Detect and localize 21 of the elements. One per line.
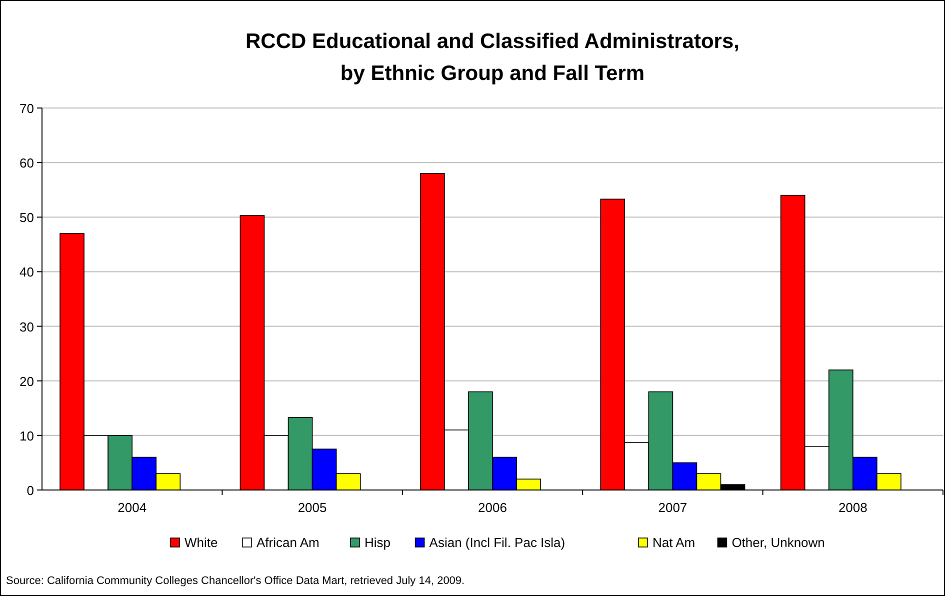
legend-label: Hisp <box>364 535 391 550</box>
x-tick-label: 2007 <box>658 500 688 515</box>
y-tick-label: 40 <box>20 264 34 280</box>
y-tick-label: 30 <box>20 319 34 334</box>
x-tick-label: 2005 <box>298 500 327 515</box>
legend-label: White <box>184 535 218 550</box>
y-tick-label: 10 <box>20 428 34 444</box>
legend-label: Other, Unknown <box>732 535 825 550</box>
legend-label: African Am <box>256 535 320 550</box>
legend-label: Asian (Incl Fil. Pac Isla) <box>429 535 566 550</box>
x-tick-label: 2006 <box>478 500 507 515</box>
y-tick-label: 0 <box>26 483 34 498</box>
chart-title: RCCD Educational and Classified Administrators, by Ethnic Group and Fall Term <box>246 30 740 85</box>
x-tick-label: 2004 <box>118 500 147 515</box>
source-note: Source: California Community Colleges Chancellor's Office Data Mart, retrieved July 14, 2009. <box>6 575 465 587</box>
y-tick-label: 50 <box>20 210 34 226</box>
x-tick-label: 2008 <box>838 500 868 515</box>
y-tick-label: 70 <box>20 101 34 116</box>
legend-label: Nat Am <box>652 535 696 550</box>
y-tick-label: 60 <box>20 156 34 171</box>
y-tick-label: 20 <box>20 374 34 389</box>
